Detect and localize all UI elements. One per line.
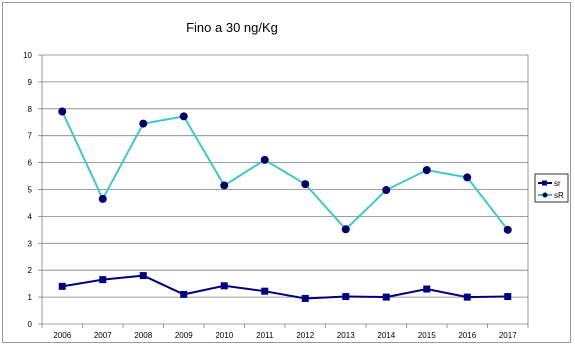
x-tick-label-2010: 2010 xyxy=(215,331,233,340)
point-sr-2016 xyxy=(463,293,471,301)
point-sr-2014 xyxy=(382,293,390,301)
point-sR-2010 xyxy=(220,181,229,190)
point-sR-2016 xyxy=(463,173,472,182)
point-sR-2008 xyxy=(139,119,148,128)
series-line-sr xyxy=(62,274,508,300)
series-line-sR xyxy=(61,111,509,231)
x-tick-label-2009: 2009 xyxy=(175,331,193,340)
series-sR xyxy=(58,107,512,234)
point-sr-2012 xyxy=(301,294,309,302)
legend-label: sr xyxy=(554,179,561,188)
series-sr xyxy=(58,272,512,302)
point-sr-2017 xyxy=(504,293,512,301)
legend: sr sR xyxy=(534,173,569,203)
x-tick-label-2017: 2017 xyxy=(499,331,517,340)
x-tick-label-2012: 2012 xyxy=(296,331,314,340)
x-tick-label-2008: 2008 xyxy=(134,331,152,340)
point-sr-2013 xyxy=(342,293,350,301)
legend-marker xyxy=(542,180,547,186)
x-tick-label-2011: 2011 xyxy=(256,331,274,340)
chart-title: Fino a 30 ng/Kg xyxy=(186,20,278,35)
point-sR-2015 xyxy=(422,166,431,175)
point-sr-2008 xyxy=(139,272,147,280)
y-tick-label-8: 8 xyxy=(28,105,33,114)
y-tick-label-6: 6 xyxy=(28,159,33,168)
point-sr-2015 xyxy=(423,285,431,293)
point-sR-2006 xyxy=(58,107,67,116)
y-tick-label-9: 9 xyxy=(28,78,33,87)
point-sR-2013 xyxy=(341,225,350,234)
point-sR-2011 xyxy=(260,155,269,164)
legend-item-sr: sr xyxy=(538,179,561,188)
point-sR-2009 xyxy=(179,112,188,121)
point-sr-2011 xyxy=(261,287,269,295)
axes: 0 1 2 3 4 5 6 7 8 9 10 2006 2007 2008 2009 2010 2011 2012… xyxy=(23,51,529,340)
grid xyxy=(42,54,528,298)
point-sR-2007 xyxy=(98,194,107,203)
point-sR-2012 xyxy=(301,180,310,189)
point-sr-2010 xyxy=(220,282,228,290)
legend-box xyxy=(534,173,569,203)
point-sr-2009 xyxy=(180,290,188,298)
point-sr-2006 xyxy=(58,282,66,290)
y-tick-label-1: 1 xyxy=(28,293,33,302)
x-tick-label-2014: 2014 xyxy=(377,331,395,340)
y-tick-label-10: 10 xyxy=(23,51,32,60)
x-tick-label-2007: 2007 xyxy=(94,331,112,340)
point-sr-2007 xyxy=(99,276,107,284)
y-tick-label-5: 5 xyxy=(28,186,33,195)
x-tick-label-2013: 2013 xyxy=(337,331,355,340)
y-tick-label-2: 2 xyxy=(28,266,33,275)
legend-marker xyxy=(542,192,548,198)
point-sR-2017 xyxy=(503,225,512,234)
x-tick-label-2015: 2015 xyxy=(418,331,436,340)
point-sR-2014 xyxy=(382,186,391,195)
legend-label: sR xyxy=(554,191,564,200)
y-tick-label-3: 3 xyxy=(28,239,33,248)
x-tick-label-2006: 2006 xyxy=(53,331,71,340)
series-layer xyxy=(58,107,512,302)
x-tick-label-2016: 2016 xyxy=(458,331,476,340)
y-tick-label-7: 7 xyxy=(28,132,33,141)
y-tick-label-4: 4 xyxy=(28,212,33,221)
y-tick-label-0: 0 xyxy=(28,320,33,329)
legend-item-sR: sR xyxy=(538,191,564,200)
